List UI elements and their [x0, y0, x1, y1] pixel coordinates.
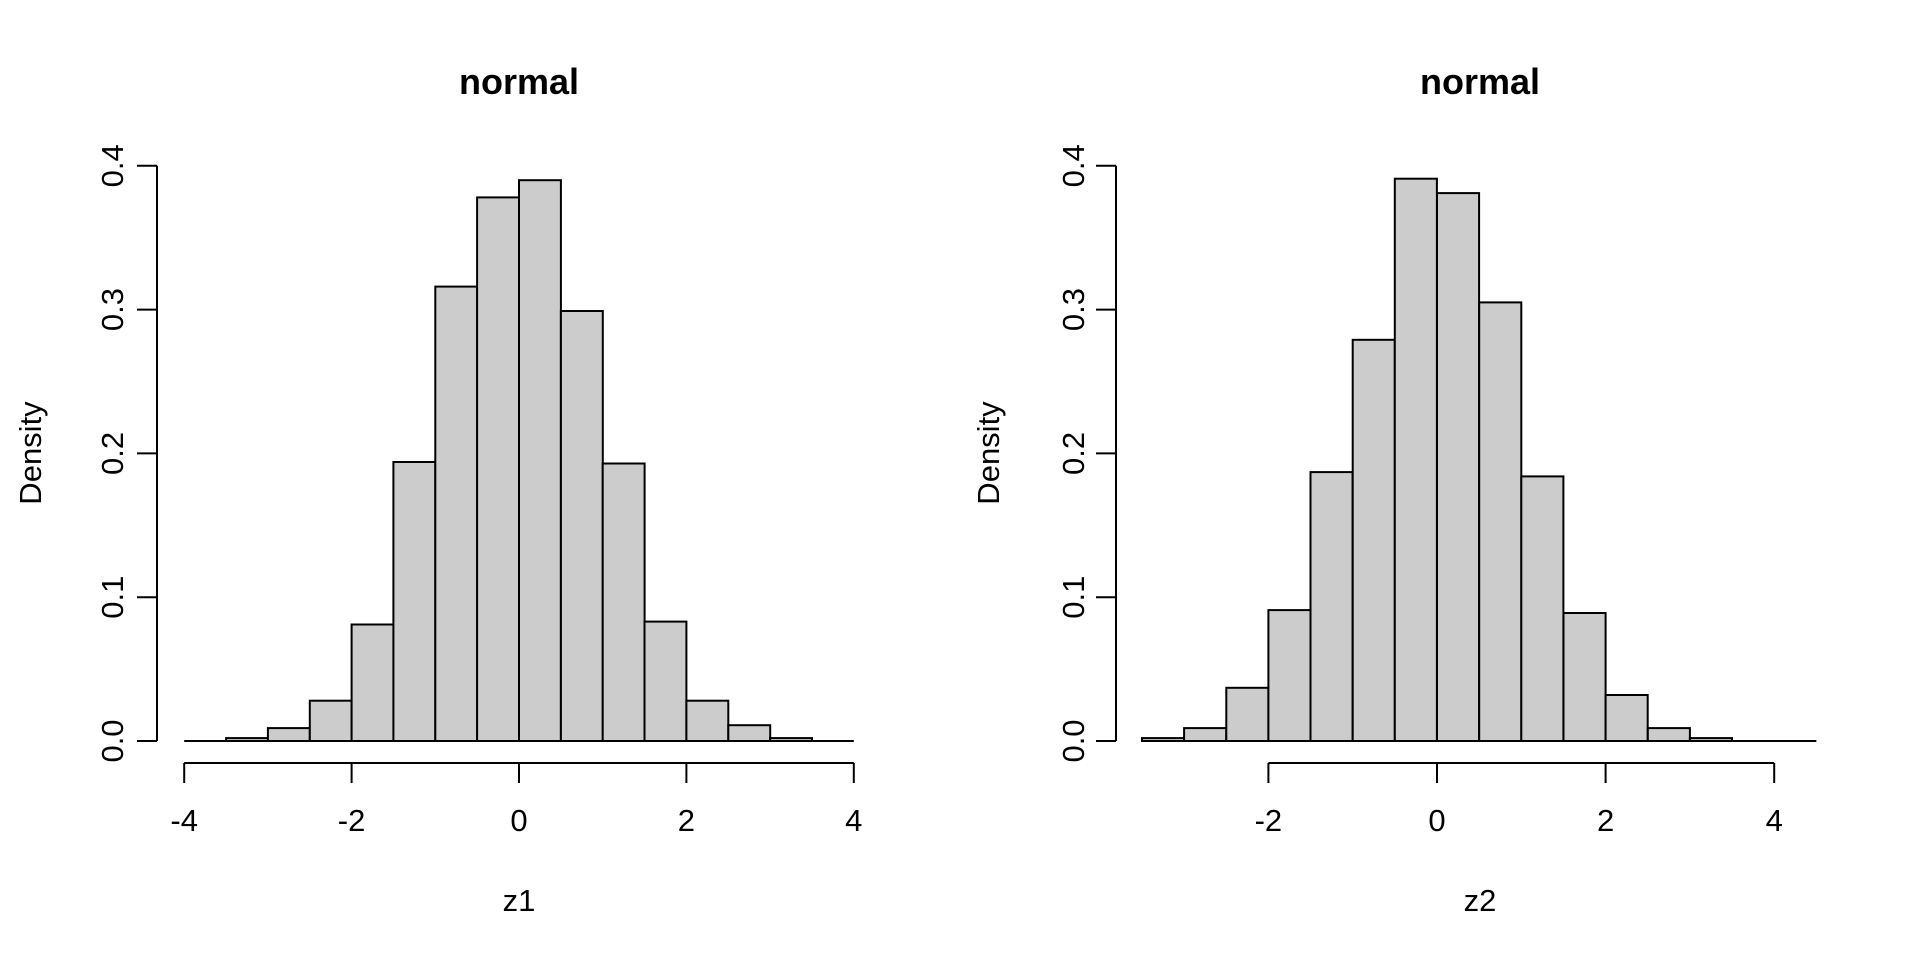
y-tick-label: 0.2 [95, 432, 130, 475]
x-tick-label: -2 [1255, 803, 1283, 838]
histogram-panel-z2: normal Density z2 -2 0 2 4 0.0 0.1 0.2 0.3 0.4 [971, 61, 1817, 918]
bar [266, 727, 311, 742]
plot-title: normal [1420, 61, 1540, 102]
x-axis: -4 -2 0 2 4 [170, 762, 862, 838]
x-axis: -2 0 2 4 [1255, 762, 1783, 838]
y-tick-label: 0.0 [95, 719, 130, 762]
histogram-bars [184, 179, 854, 743]
bar [1267, 609, 1312, 742]
y-axis: 0.0 0.1 0.2 0.3 0.4 [95, 144, 158, 763]
bar [1436, 192, 1481, 743]
y-tick-label: 0.3 [1056, 288, 1091, 331]
bar [434, 285, 479, 742]
bar [1183, 727, 1228, 742]
x-axis-label: z1 [503, 883, 536, 918]
bar [727, 724, 772, 743]
bar [1520, 475, 1565, 742]
x-tick-label: 0 [510, 803, 527, 838]
x-tick-label: 4 [1766, 803, 1783, 838]
x-tick-label: 0 [1428, 803, 1445, 838]
y-axis: 0.0 0.1 0.2 0.3 0.4 [1056, 144, 1117, 763]
bar [1225, 686, 1270, 742]
y-tick-label: 0.2 [1056, 432, 1091, 475]
x-tick-label: 2 [678, 803, 695, 838]
y-tick-label: 0.4 [95, 144, 130, 187]
bar [1562, 612, 1607, 742]
bar [1604, 694, 1649, 742]
y-axis-label: Density [13, 401, 48, 505]
bar [1393, 177, 1438, 742]
bar [1646, 727, 1691, 742]
y-tick-label: 0.1 [95, 576, 130, 619]
bar [643, 620, 688, 742]
x-tick-label: -2 [338, 803, 366, 838]
x-tick-label: 2 [1597, 803, 1614, 838]
bar [1478, 301, 1523, 742]
y-tick-label: 0.3 [95, 288, 130, 331]
x-tick-label: 4 [845, 803, 862, 838]
bar [518, 179, 562, 742]
bar [392, 461, 437, 742]
histogram-panel-z1: normal Density z1 -4 -2 0 2 4 0.00.10.20.30.… [13, 61, 862, 918]
bar [1309, 471, 1354, 742]
x-axis-label: z2 [1464, 883, 1497, 918]
x-tick-label: -4 [170, 803, 198, 838]
histogram-bars [1141, 177, 1817, 743]
y-tick-label: 0.1 [1056, 576, 1091, 619]
y-tick-label: 0.4 [1056, 144, 1091, 187]
bar [476, 196, 521, 742]
bar [559, 310, 604, 742]
bar [350, 623, 395, 742]
y-axis-label: Density [971, 401, 1006, 505]
y-tick-label: 0.0 [1056, 719, 1091, 762]
bar [685, 699, 730, 743]
bar [1351, 338, 1396, 742]
bar [601, 462, 646, 742]
plot-title: normal [459, 61, 579, 102]
bar [308, 699, 353, 743]
